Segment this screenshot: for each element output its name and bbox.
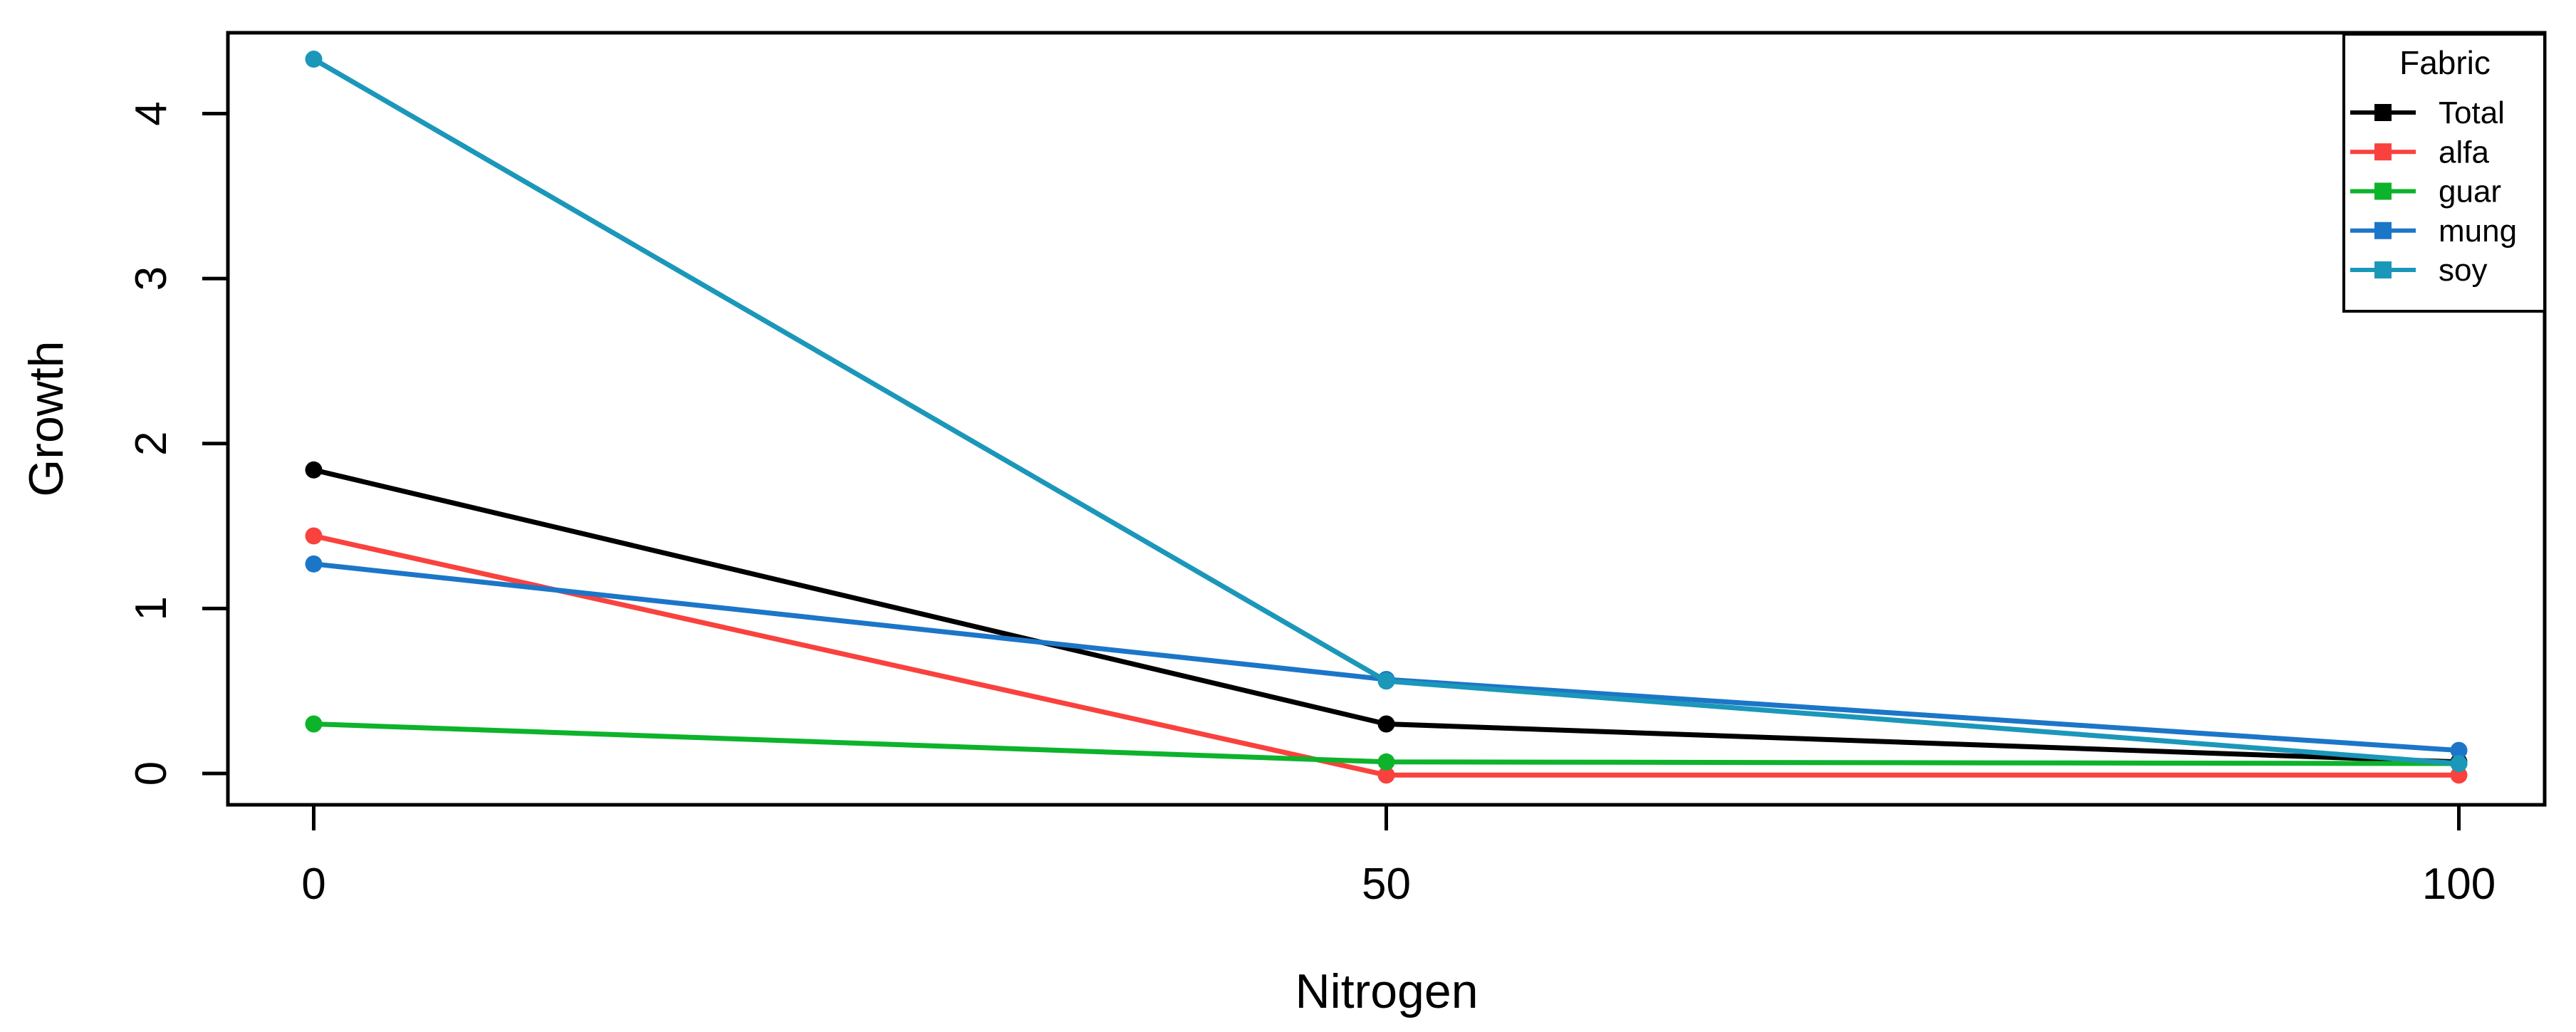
y-tick-label: 1 xyxy=(127,596,176,620)
axis-ticks: 0 50 100 0 1 2 3 4 xyxy=(127,101,2496,909)
legend-entry-label: alfa xyxy=(2439,135,2489,170)
series-point-soy xyxy=(2450,755,2468,773)
x-tick-label: 100 xyxy=(2422,860,2496,909)
series-point-alfa xyxy=(305,527,323,545)
legend: Total alfa guar mung soy xyxy=(2342,33,2546,313)
series-point-soy xyxy=(305,51,323,68)
y-tick-label: 2 xyxy=(127,432,176,456)
legend-entry-Total: Total xyxy=(2350,95,2505,130)
legend-title: Fabric xyxy=(2399,44,2491,81)
legend-entry-mung: mung xyxy=(2350,214,2517,249)
x-tick-label: 0 xyxy=(301,860,325,909)
y-axis-title: Growth xyxy=(19,340,73,496)
series-point-mung xyxy=(2450,741,2468,759)
legend-entry-label: Total xyxy=(2439,95,2505,130)
legend-entry-guar: guar xyxy=(2350,174,2501,209)
y-tick-label: 3 xyxy=(127,266,176,291)
legend-marker xyxy=(2374,143,2392,161)
series-point-Total xyxy=(1377,715,1395,733)
series-point-mung xyxy=(305,555,323,573)
series-line-soy xyxy=(311,56,2462,766)
x-axis-title: Nitrogen xyxy=(1295,964,1478,1018)
legend-entry-label: guar xyxy=(2439,174,2501,209)
y-tick-label: 0 xyxy=(127,761,176,786)
series-point-guar xyxy=(305,715,323,733)
legend-entry-soy: soy xyxy=(2350,253,2487,288)
legend-marker xyxy=(2374,182,2392,200)
series-point-guar xyxy=(1377,753,1395,771)
legend-entry-alfa: alfa xyxy=(2350,135,2489,170)
legend-marker xyxy=(2374,261,2392,278)
x-tick-label: 50 xyxy=(1362,860,1411,909)
series-point-alfa xyxy=(1377,766,1395,784)
y-tick-label: 4 xyxy=(127,101,176,125)
legend-marker xyxy=(2374,221,2392,239)
legend-marker xyxy=(2374,104,2392,121)
legend-entry-label: soy xyxy=(2439,253,2487,288)
series-point-soy xyxy=(1377,672,1395,690)
legend-entry-label: mung xyxy=(2439,214,2517,249)
plot-series xyxy=(305,51,2468,784)
series-point-Total xyxy=(305,461,323,479)
